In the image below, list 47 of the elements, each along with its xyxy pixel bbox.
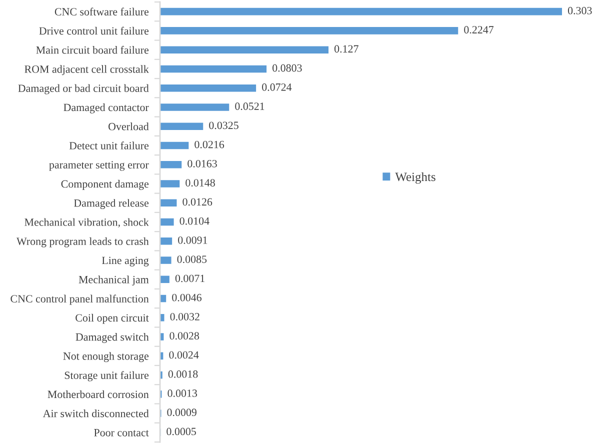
- data-label: 0.0071: [175, 274, 204, 282]
- y-tick-label: Storage unit failure: [64, 371, 149, 382]
- y-tick-label: Poor contact: [94, 429, 149, 436]
- data-label: 0.0085: [177, 256, 207, 264]
- y-tick-label: Line aging: [102, 256, 149, 266]
- y-tick-label: Mechanical vibration, shock: [24, 218, 149, 228]
- data-label: 0.2247: [464, 26, 494, 34]
- data-label: 0.0724: [262, 83, 292, 91]
- y-tick-label: Drive control unit failure: [39, 26, 149, 35]
- y-tick-label: Damaged or bad circuit board: [18, 84, 149, 94]
- y-tick-label: parameter setting error: [49, 161, 149, 171]
- y-tick-label: Main circuit board failure: [36, 46, 149, 54]
- y-tick-label: Detect unit failure: [69, 142, 149, 150]
- data-label: 0.0046: [172, 294, 202, 302]
- data-label: 0.0325: [209, 122, 238, 130]
- y-tick-label: Damaged switch: [76, 332, 149, 343]
- data-label: 0.127: [334, 45, 358, 53]
- y-tick-label: Mechanical jam: [78, 276, 149, 286]
- data-label: 0.0091: [178, 236, 208, 244]
- y-tick-label: Air switch disconnected: [42, 409, 149, 418]
- data-label: 0.0009: [167, 408, 196, 416]
- legend-label: Weights: [395, 172, 436, 184]
- data-label: 0.0216: [194, 140, 224, 148]
- y-tick-label: Component damage: [61, 180, 149, 190]
- data-label: 0.0013: [168, 390, 198, 397]
- y-tick-label: ROM adjacent cell crosstalk: [24, 65, 149, 76]
- data-label: 0.0024: [169, 351, 199, 359]
- y-tick-label: Damaged contactor: [64, 103, 149, 114]
- y-tick-label: Motherboard corrosion: [48, 390, 149, 398]
- y-tick-label: Wrong program leads to crash: [16, 237, 149, 248]
- data-label: 0.0028: [170, 332, 200, 340]
- data-label: 0.303: [568, 6, 592, 14]
- y-tick-label: Damaged release: [74, 199, 149, 210]
- y-tick-label: CNC control panel malfunction: [10, 294, 149, 305]
- data-label: 0.0104: [180, 217, 210, 225]
- y-tick-label: Coil open circuit: [76, 314, 149, 324]
- data-label: 0.0032: [170, 312, 200, 320]
- data-label: 0.0521: [235, 102, 264, 110]
- y-tick-label: CNC software failure: [54, 8, 149, 16]
- data-label: 0.0803: [272, 64, 302, 72]
- data-label: 0.0126: [182, 198, 212, 206]
- data-label: 0.0163: [188, 160, 217, 168]
- y-tick-label: Overload: [108, 122, 149, 130]
- data-label: 0.0018: [168, 370, 198, 378]
- y-tick-label: Not enough storage: [63, 352, 149, 362]
- data-label: 0.0148: [186, 179, 215, 187]
- data-label: 0.0005: [166, 428, 196, 436]
